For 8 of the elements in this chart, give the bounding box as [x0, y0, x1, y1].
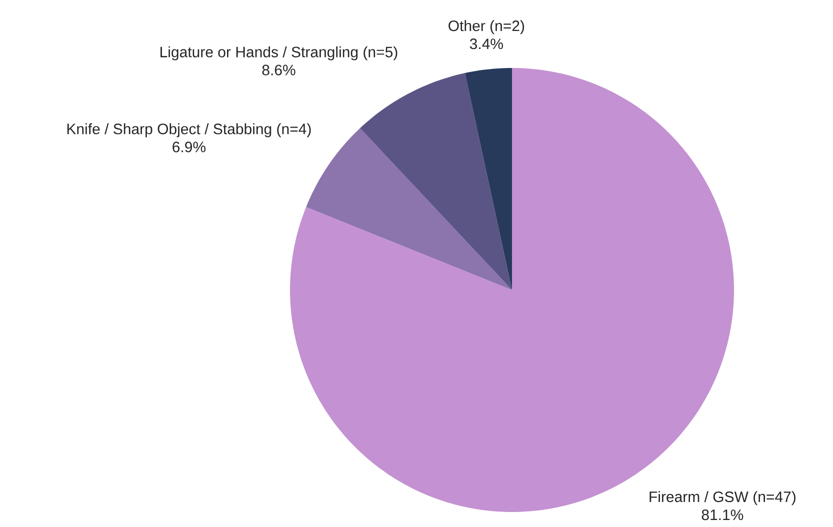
slice-label: Other (n=2) — [448, 20, 524, 34]
data-label: 3.4% — [470, 38, 503, 50]
data-label: 6.9% — [172, 142, 206, 152]
slice-label: Ligature or Hands / Strangling (n=5) — [160, 46, 398, 60]
data-label: 8.6% — [262, 64, 296, 76]
slice-label: Firearm / GSW (n=47) — [650, 491, 796, 506]
data-label: 81.1% — [702, 509, 744, 520]
slice-label: Knife / Sharp Object / Stabbing (n=4) — [67, 123, 311, 138]
